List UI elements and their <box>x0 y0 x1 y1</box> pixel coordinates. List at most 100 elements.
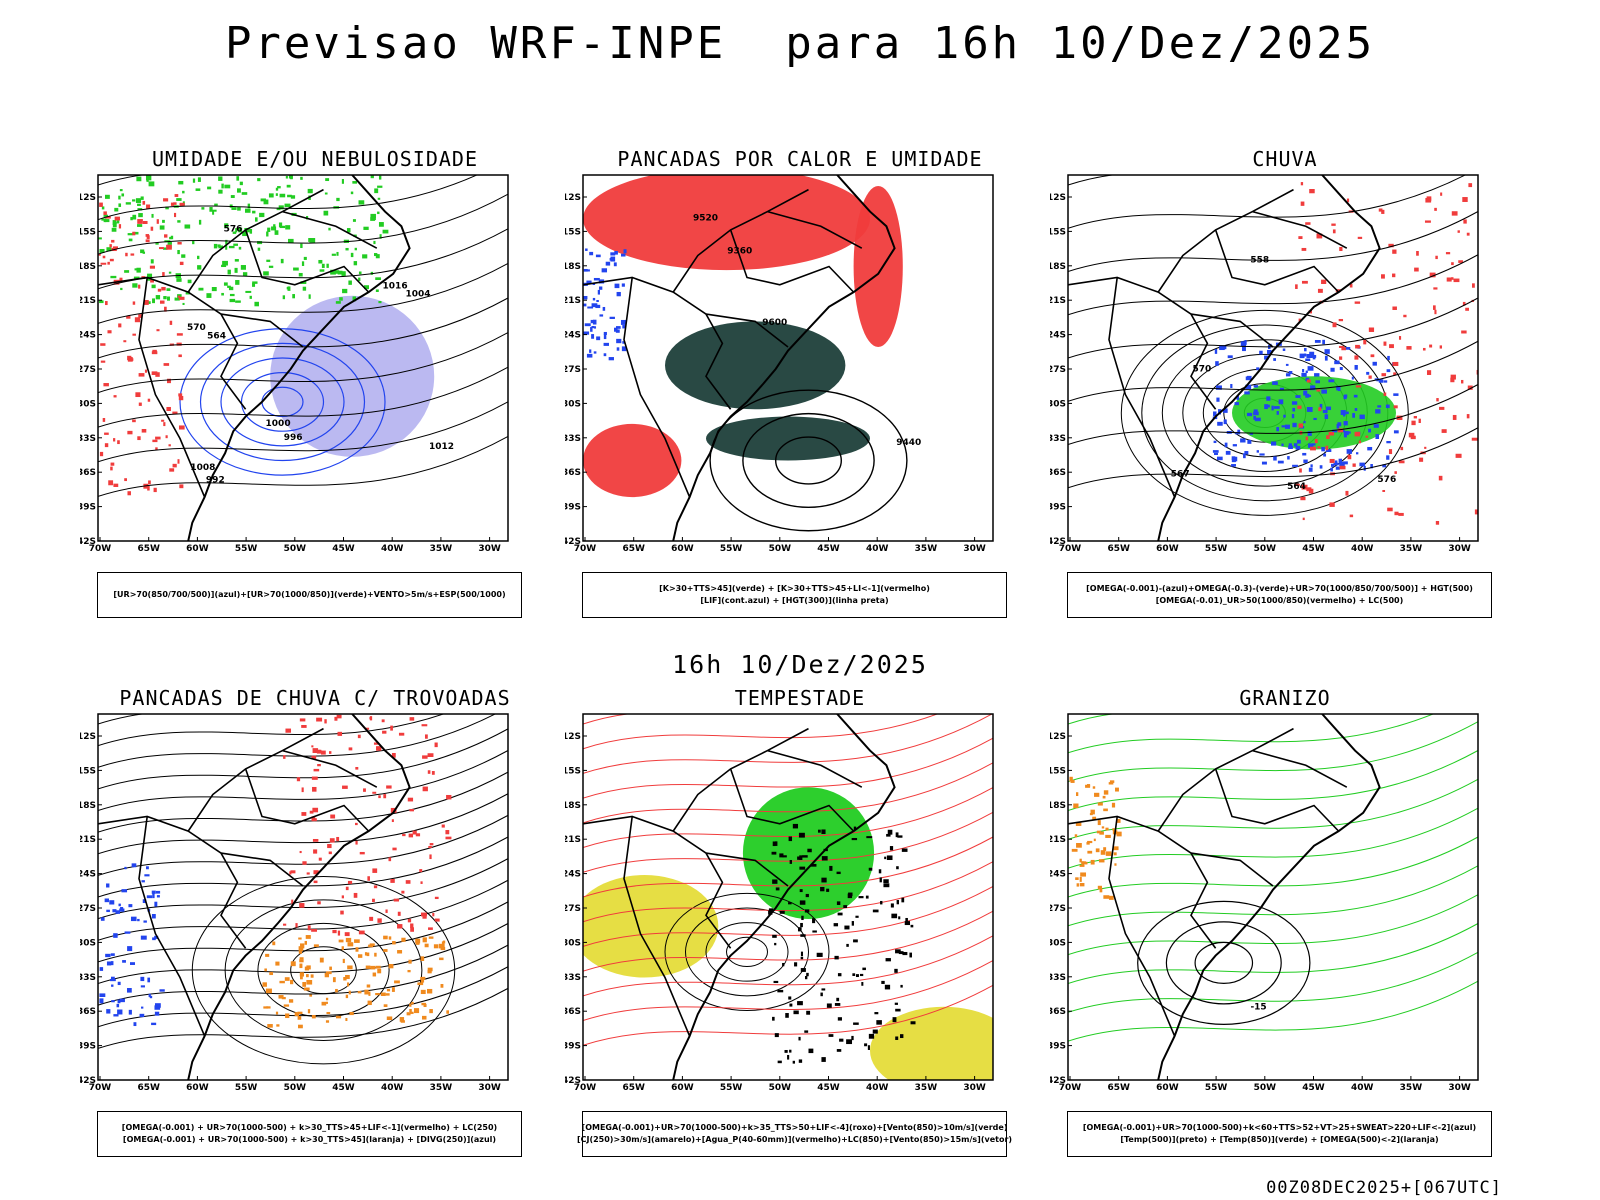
lon-tick-label: 45W <box>332 544 355 554</box>
omega-500-area <box>1069 776 1122 900</box>
lon-tick-label: 60W <box>671 1083 694 1093</box>
thunderstorm-showers <box>283 714 452 937</box>
temp850-contours <box>1068 714 1478 1042</box>
lon-tick-label: 45W <box>332 1083 355 1093</box>
lat-tick-label: 42S <box>80 537 96 547</box>
jet-stream-area <box>583 875 719 978</box>
lon-tick-label: 40W <box>1351 544 1374 554</box>
lon-tick-label: 40W <box>381 544 404 554</box>
lat-tick-label: 21S <box>1050 296 1066 306</box>
lon-tick-label: 50W <box>1254 544 1277 554</box>
lat-tick-label: 30S <box>565 938 581 948</box>
low-level-humidity <box>98 175 389 307</box>
lon-tick-label: 30W <box>963 1083 986 1093</box>
lon-tick-label: 30W <box>478 544 501 554</box>
lon-tick-label: 35W <box>430 1083 453 1093</box>
lat-tick-label: 33S <box>565 973 581 983</box>
lat-tick-label: 18S <box>80 262 96 272</box>
lat-tick-label: 21S <box>80 835 96 845</box>
lat-tick-label: 39S <box>565 1042 581 1052</box>
lon-tick-label: 35W <box>430 544 453 554</box>
lat-tick-label: 18S <box>80 801 96 811</box>
lat-tick-label: 12S <box>1050 193 1066 203</box>
lon-tick-label: 65W <box>622 1083 645 1093</box>
lat-tick-label: 33S <box>1050 973 1066 983</box>
lat-tick-label: 12S <box>1050 732 1066 742</box>
lon-tick-label: 70W <box>1059 544 1082 554</box>
lon-tick-label: 45W <box>1302 1083 1325 1093</box>
lat-tick-label: 24S <box>80 331 96 341</box>
legend-line: [OMEGA(-0.001)+UR>70(1000-500)+k>35_TTS>… <box>581 1123 1008 1132</box>
jet-stream-area <box>870 1006 993 1080</box>
lon-tick-label: 55W <box>1205 1083 1228 1093</box>
lat-tick-label: 39S <box>80 1042 96 1052</box>
lat-tick-label: 39S <box>80 503 96 513</box>
map-frame <box>97 713 509 1081</box>
panel-title: PANCADAS POR CALOR E UMIDADE <box>617 147 983 171</box>
lon-tick-label: 55W <box>1205 544 1228 554</box>
map-pancadas-calor: 9600 9520 9440 9360 12S 15S 18S 21S 24S 27S 30S 33S… <box>565 174 994 554</box>
lat-tick-label: 21S <box>565 296 581 306</box>
lat-tick-label: 24S <box>565 870 581 880</box>
panel-chuva: CHUVA 576 570 564 558 567 12S 15S 18S 21S 24S 27S 3… <box>1050 147 1520 618</box>
lon-tick-label: 50W <box>769 1083 792 1093</box>
divergence-area <box>99 863 165 1027</box>
lon-tick-label: 50W <box>284 544 307 554</box>
legend-line: [OMEGA(-0.001) + UR>70(1000-500) + k>30_… <box>121 1123 498 1132</box>
geography <box>98 714 411 1080</box>
lon-tick-label: 45W <box>817 1083 840 1093</box>
lat-tick-label: 36S <box>80 1007 96 1017</box>
contour-label: 1000 <box>266 419 291 429</box>
lat-tick-label: 15S <box>80 227 96 237</box>
panel-granizo: GRANIZO -15 12S 15S 18S 21S 24S 27S 30S 33S 36S 39… <box>1050 686 1520 1157</box>
lat-tick-label: 42S <box>565 537 581 547</box>
rain-showers <box>262 935 450 1029</box>
contour-label: 9440 <box>896 438 921 448</box>
lat-tick-label: 39S <box>565 503 581 513</box>
lon-tick-label: 45W <box>817 544 840 554</box>
map-frame <box>582 713 994 1081</box>
lon-tick-label: 65W <box>1107 544 1130 554</box>
hgt300-contours <box>709 389 908 532</box>
legend-line: [OMEGA(-0.001)-(azul)+OMEGA(-0.3)-(verde… <box>1086 584 1473 593</box>
map-frame <box>582 174 994 542</box>
lat-tick-label: 24S <box>1050 331 1066 341</box>
lat-tick-label: 39S <box>1050 1042 1066 1052</box>
lon-tick-label: 60W <box>186 1083 209 1093</box>
panel-umidade: UMIDADE E/OU NEBULOSIDADE 1004 1008 1000 99… <box>80 147 550 618</box>
instability-area <box>583 175 870 271</box>
lon-tick-label: 40W <box>866 1083 889 1093</box>
lon-tick-label: 60W <box>1156 1083 1179 1093</box>
contour-label: 564 <box>207 332 226 342</box>
lat-tick-label: 15S <box>1050 227 1066 237</box>
panel-title: TEMPESTADE <box>734 686 866 710</box>
instability-area <box>853 185 903 348</box>
lon-tick-label: 50W <box>1254 1083 1277 1093</box>
valid-time-title: 16h 10/Dez/2025 <box>672 650 928 679</box>
legend-line: [OMEGA(-0.001)+UR>70(1000-500)+k<60+TTS>… <box>1082 1123 1477 1132</box>
lon-tick-label: 40W <box>866 544 889 554</box>
contour-label: 558 <box>1250 255 1269 265</box>
lat-tick-label: 36S <box>80 468 96 478</box>
lon-tick-label: 65W <box>1107 1083 1130 1093</box>
lon-tick-label: 70W <box>89 544 112 554</box>
lon-tick-label: 70W <box>574 1083 597 1093</box>
lon-tick-label: 55W <box>720 544 743 554</box>
lon-tick-label: 70W <box>574 544 597 554</box>
rain-area <box>1232 376 1396 450</box>
map-frame <box>1067 713 1479 1081</box>
lat-tick-label: 39S <box>1050 503 1066 513</box>
legend-box: [OMEGA(-0.001)+UR>70(1000-500)+k>35_TTS>… <box>577 1111 1012 1157</box>
lat-tick-label: 30S <box>565 399 581 409</box>
contour-label: 996 <box>284 433 303 443</box>
map-chuva: 576 570 564 558 567 12S 15S 18S 21S 24S 27S 30S 33S 3… <box>1050 174 1479 554</box>
lat-tick-label: 18S <box>565 801 581 811</box>
lc250-streamlines <box>98 714 508 1049</box>
lat-tick-label: 36S <box>1050 1007 1066 1017</box>
lon-tick-label: 60W <box>186 544 209 554</box>
run-label: 00Z08DEC2025+[067UTC] <box>1266 1178 1502 1198</box>
geography <box>1068 175 1381 541</box>
map-frame <box>97 174 509 542</box>
